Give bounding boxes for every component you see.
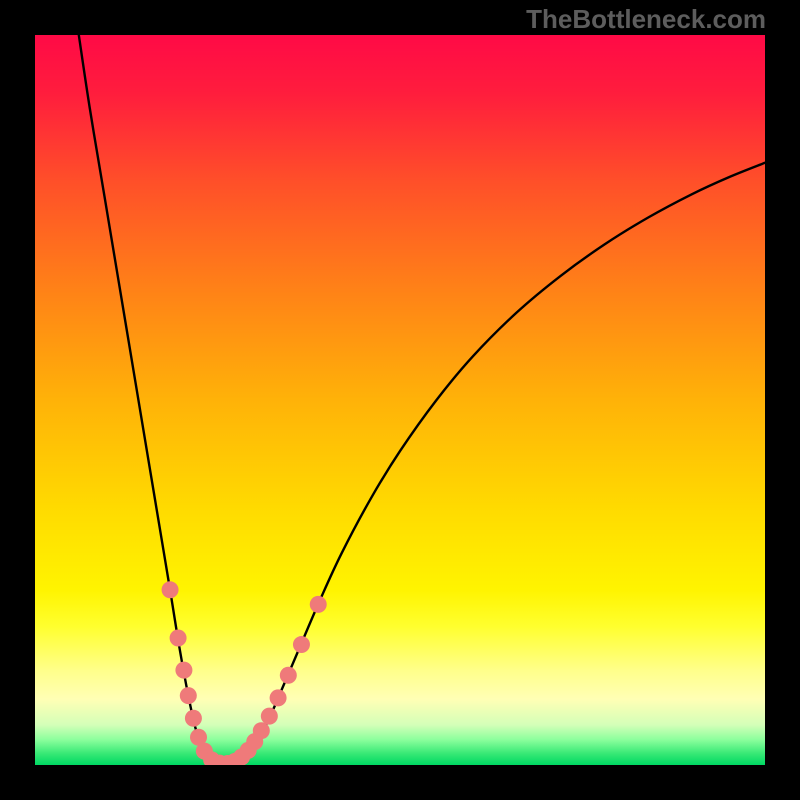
- data-marker: [175, 662, 192, 679]
- data-marker: [293, 636, 310, 653]
- chart-frame: TheBottleneck.com: [0, 0, 800, 800]
- watermark-text: TheBottleneck.com: [526, 4, 766, 35]
- gradient-background: [35, 35, 765, 765]
- data-marker: [180, 687, 197, 704]
- data-marker: [185, 710, 202, 727]
- data-marker: [162, 581, 179, 598]
- data-marker: [310, 596, 327, 613]
- data-marker: [261, 708, 278, 725]
- bottleneck-curve-chart: [35, 35, 765, 765]
- data-marker: [170, 629, 187, 646]
- plot-area: [35, 35, 765, 765]
- data-marker: [253, 722, 270, 739]
- data-marker: [280, 667, 297, 684]
- data-marker: [270, 689, 287, 706]
